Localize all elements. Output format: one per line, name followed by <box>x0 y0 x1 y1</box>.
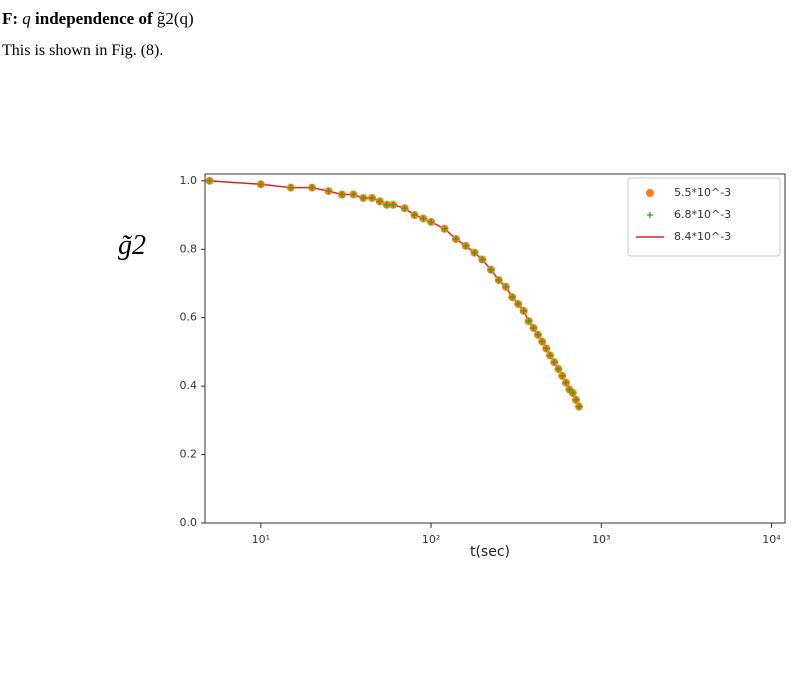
heading: F: q independence of g̃2(q) <box>2 9 194 28</box>
data-point <box>369 194 376 201</box>
data-point <box>543 345 550 352</box>
data-point <box>360 194 367 201</box>
data-point <box>520 307 527 314</box>
fit-line <box>209 180 580 407</box>
data-point <box>428 218 435 225</box>
data-point <box>471 249 478 256</box>
data-point <box>566 386 573 393</box>
data-point <box>539 338 546 345</box>
legend-label: 6.8*10^-3 <box>674 208 731 221</box>
heading-symbol: q <box>22 9 31 28</box>
heading-text: independence of <box>35 9 153 28</box>
data-point <box>495 277 502 284</box>
data-point <box>488 266 495 273</box>
data-point <box>309 184 316 191</box>
data-point <box>376 198 383 205</box>
y-tick-label: 1.0 <box>180 174 198 187</box>
data-point <box>411 212 418 219</box>
x-tick-label: 10¹ <box>252 533 270 546</box>
data-point <box>555 366 562 373</box>
data-point <box>509 294 516 301</box>
data-point <box>206 177 213 184</box>
data-point <box>325 188 332 195</box>
y-tick-label: 0.6 <box>180 311 198 324</box>
body-text: This is shown in Fig. (8). <box>2 42 163 59</box>
y-tick-label: 0.2 <box>180 448 198 461</box>
y-axis-label: g̃2 <box>118 230 146 261</box>
data-point <box>547 352 554 359</box>
data-point <box>350 191 357 198</box>
legend-swatch <box>646 189 654 197</box>
data-point <box>559 372 566 379</box>
data-point <box>562 379 569 386</box>
data-point <box>525 318 532 325</box>
data-point <box>287 184 294 191</box>
data-point <box>530 324 537 331</box>
data-point <box>401 205 408 212</box>
data-point <box>551 359 558 366</box>
data-point <box>383 201 390 208</box>
data-point <box>576 403 583 410</box>
data-point <box>339 191 346 198</box>
x-tick-label: 10³ <box>592 533 610 546</box>
heading-label: F: <box>2 9 18 28</box>
data-point <box>420 215 427 222</box>
data-point <box>535 331 542 338</box>
data-point <box>479 256 486 263</box>
legend-label: 8.4*10^-3 <box>674 230 731 243</box>
legend-label: 5.5*10^-3 <box>674 186 731 199</box>
x-tick-label: 10⁴ <box>762 533 781 546</box>
data-point <box>572 396 579 403</box>
data-point <box>515 301 522 308</box>
y-tick-label: 0.0 <box>180 516 198 529</box>
data-point <box>452 236 459 243</box>
y-tick-label: 0.8 <box>180 242 198 255</box>
data-point <box>462 242 469 249</box>
x-tick-label: 10² <box>422 533 440 546</box>
data-point <box>502 283 509 290</box>
legend-box <box>627 177 781 257</box>
data-point <box>390 201 397 208</box>
data-point <box>569 389 576 396</box>
x-axis-label: t(sec) <box>470 544 510 560</box>
data-point <box>441 225 448 232</box>
heading-function: g̃2(q) <box>157 9 194 28</box>
y-tick-label: 0.4 <box>180 379 198 392</box>
data-point <box>257 181 264 188</box>
legend-swatch <box>647 212 653 218</box>
plot-frame <box>204 173 786 524</box>
